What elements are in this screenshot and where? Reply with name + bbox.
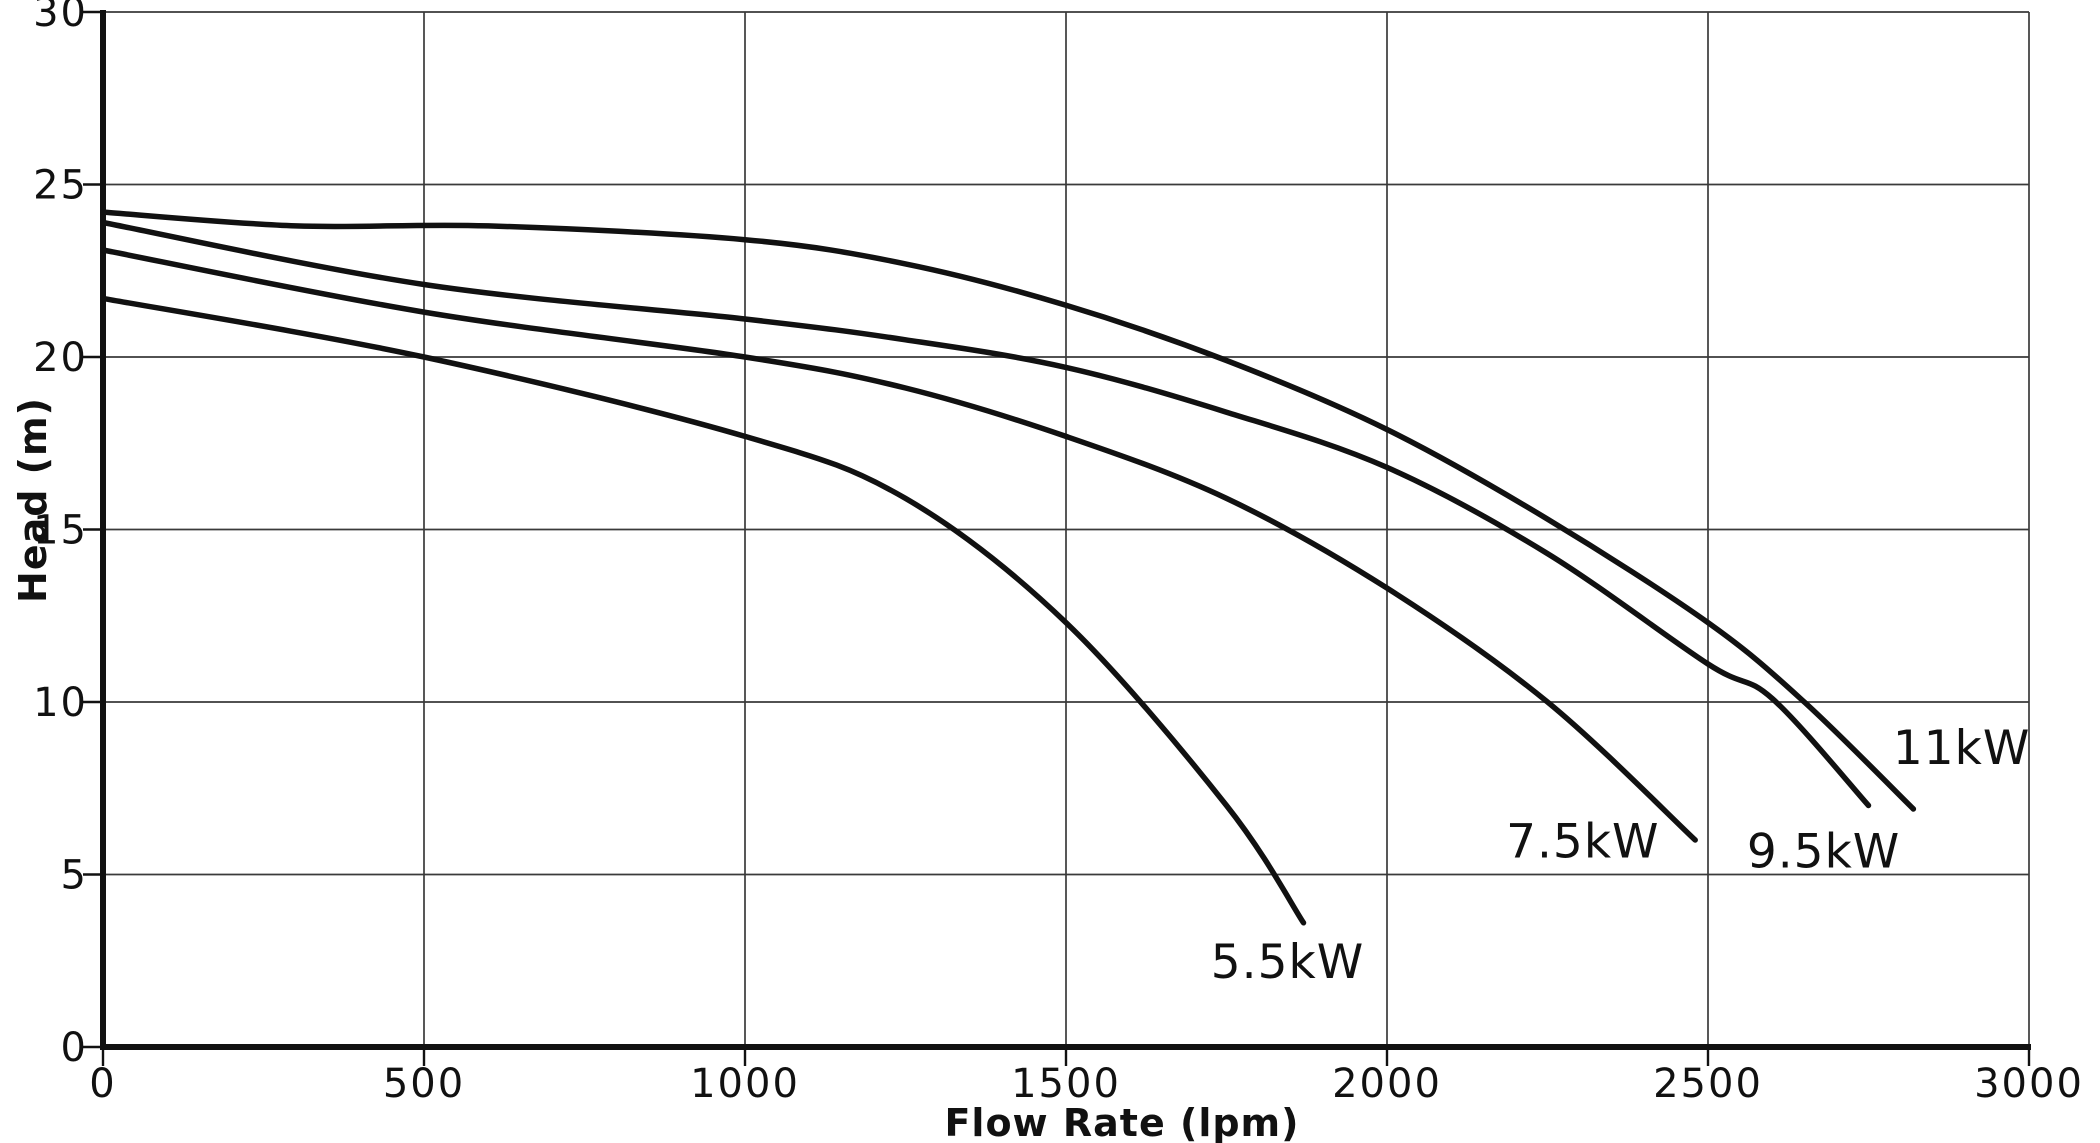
curve-labels: 5.5kW 7.5kW 9.5kW 11kW [1211,721,2031,990]
curve-label-5.5kW: 5.5kW [1211,935,1364,990]
x-tick-label-1500: 1500 [1011,1061,1121,1107]
y-tick-label-5: 5 [61,853,88,899]
x-axis-title: Flow Rate (lpm) [944,1101,1299,1143]
curve-label-7.5kW: 7.5kW [1506,814,1659,869]
x-tick-label-500: 500 [383,1061,465,1107]
axes [83,10,2031,1066]
tick-labels: 0 500 1000 1500 2000 2500 3000 0 5 10 15 20 25 30 [33,0,2084,1107]
y-tick-label-25: 25 [33,163,88,209]
curve-9.5kW [100,219,1872,809]
x-tick-label-0: 0 [89,1061,116,1107]
y-tick-label-10: 10 [33,680,88,726]
curve-5.5kW [100,295,1307,926]
gridlines [103,11,2030,1047]
x-tick-label-2500: 2500 [1653,1061,1763,1107]
x-tick-label-2000: 2000 [1332,1061,1442,1107]
y-axis-title: Head (m) [11,397,55,603]
curve-7.5kW [100,247,1698,843]
y-tick-label-15: 15 [33,508,88,554]
y-tick-label-30: 30 [33,0,88,36]
y-tick-label-20: 20 [33,335,88,381]
pump-curves [100,209,1917,926]
y-tick-label-0: 0 [61,1025,88,1071]
x-tick-label-3000: 3000 [1974,1061,2084,1107]
curve-11kW [100,209,1917,812]
x-tick-label-1000: 1000 [690,1061,800,1107]
curve-label-11kW: 11kW [1893,721,2031,776]
curve-label-9.5kW: 9.5kW [1747,825,1900,880]
